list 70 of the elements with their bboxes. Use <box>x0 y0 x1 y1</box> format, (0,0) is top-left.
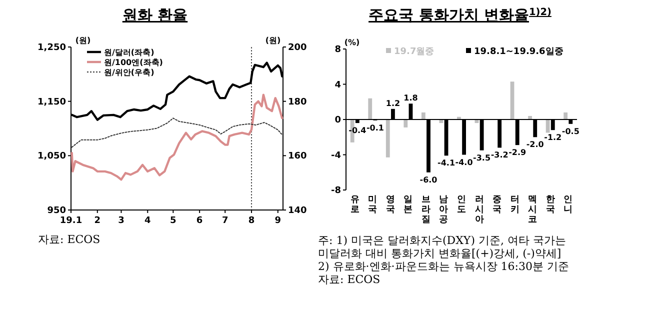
data-label: -0.5 <box>562 126 580 136</box>
legend-label: 원/달러(좌축) <box>104 48 154 57</box>
data-label: 1.2 <box>386 98 400 108</box>
y-tick-label: 8 <box>334 45 341 55</box>
y2-axis-title: (원) <box>265 36 281 45</box>
x-tick-label: 미국 <box>368 195 378 215</box>
y2-tick-label: 140 <box>288 206 307 216</box>
y-tick-label: -4 <box>331 150 341 161</box>
x-tick-label: 인니 <box>564 195 573 215</box>
y2-tick-label: 160 <box>288 152 307 162</box>
text: 자료: ECOS <box>318 273 380 286</box>
text: 2) 유로화·엔화·파운드화는 뉴욕시장 16:30분 기준 <box>318 260 569 273</box>
x-tick-label: 5 <box>170 216 176 226</box>
chart-title: 주요국 통화가치 변화율$^{1)2)}$ <box>368 6 552 24</box>
x-tick-label: 남아공 <box>439 195 448 225</box>
line-series <box>71 118 283 148</box>
bar <box>404 120 408 128</box>
text: 자료: ECOS <box>38 233 100 246</box>
x-tick-label: 영국 <box>386 195 395 215</box>
x-tick-label: 유로 <box>350 195 360 215</box>
y-tick-label: 4 <box>334 80 341 90</box>
y2-tick-label: 180 <box>288 97 307 108</box>
text: 주: 1) 미국은 달러화지수(DXY) 기준, 여타 국가는 미달러화 대비 통화가치 변화율[(+)강세, (-)약세] <box>318 234 566 260</box>
x-tick-label: 인도 <box>457 195 466 215</box>
chart-title: 원화 환율 <box>122 6 188 24</box>
data-label: 1.8 <box>404 94 418 103</box>
y-tick-label: 1,250 <box>38 43 66 53</box>
x-tick-label: 러시아 <box>474 195 484 225</box>
y2-tick-label: 200 <box>288 43 307 53</box>
x-tick-label: 9 <box>274 216 282 226</box>
x-tick-label: 브라질 <box>421 195 430 225</box>
legend-label: 원/위안(우축) <box>104 68 154 77</box>
data-label: -4.0 <box>455 158 474 167</box>
bar <box>386 120 390 158</box>
x-tick-label: 3 <box>118 216 124 226</box>
data-label: -4.1 <box>438 158 456 168</box>
data-label: -3.2 <box>490 150 508 160</box>
line-series <box>70 94 284 181</box>
x-tick-label: 7 <box>222 216 228 226</box>
y-tick-label: 950 <box>47 206 66 216</box>
data-label: -0.1 <box>366 123 384 132</box>
data-label: -6.0 <box>420 175 438 184</box>
x-tick-label: 일본 <box>404 195 413 215</box>
legend-label: 19.7월중 <box>394 47 434 57</box>
x-tick-label: 19.1 <box>60 216 82 226</box>
y-axis-title: (원) <box>75 36 91 45</box>
y-axis-title: (%) <box>344 38 360 47</box>
data-label: -2.9 <box>508 148 527 158</box>
legend-label: 19.8.1~19.9.6일중 <box>474 47 564 57</box>
data-label: -0.4 <box>348 126 367 136</box>
bar <box>564 112 568 120</box>
x-tick-label: 중국 <box>492 195 502 215</box>
data-label: -3.5 <box>473 153 491 162</box>
x-tick-label: 멕시코 <box>528 195 538 225</box>
y-tick-label: 1,050 <box>38 152 66 162</box>
y-tick-label: -8 <box>331 186 341 196</box>
x-tick-label: 터키 <box>510 195 520 215</box>
y-tick-label: 0 <box>334 116 341 126</box>
x-tick-label: 2 <box>94 216 101 226</box>
x-tick-label: 4 <box>144 216 151 226</box>
x-tick-label: 8 <box>248 216 255 226</box>
bar <box>546 120 550 133</box>
bar <box>368 98 372 120</box>
data-label: -1.2 <box>544 133 562 142</box>
data-label: -2.0 <box>526 140 544 150</box>
x-tick-label: 6 <box>196 216 203 226</box>
x-tick-label: 한국 <box>546 195 555 215</box>
bar <box>421 112 426 120</box>
legend-label: 원/100엔(좌축) <box>104 58 163 67</box>
y-tick-label: 1,150 <box>38 97 66 108</box>
